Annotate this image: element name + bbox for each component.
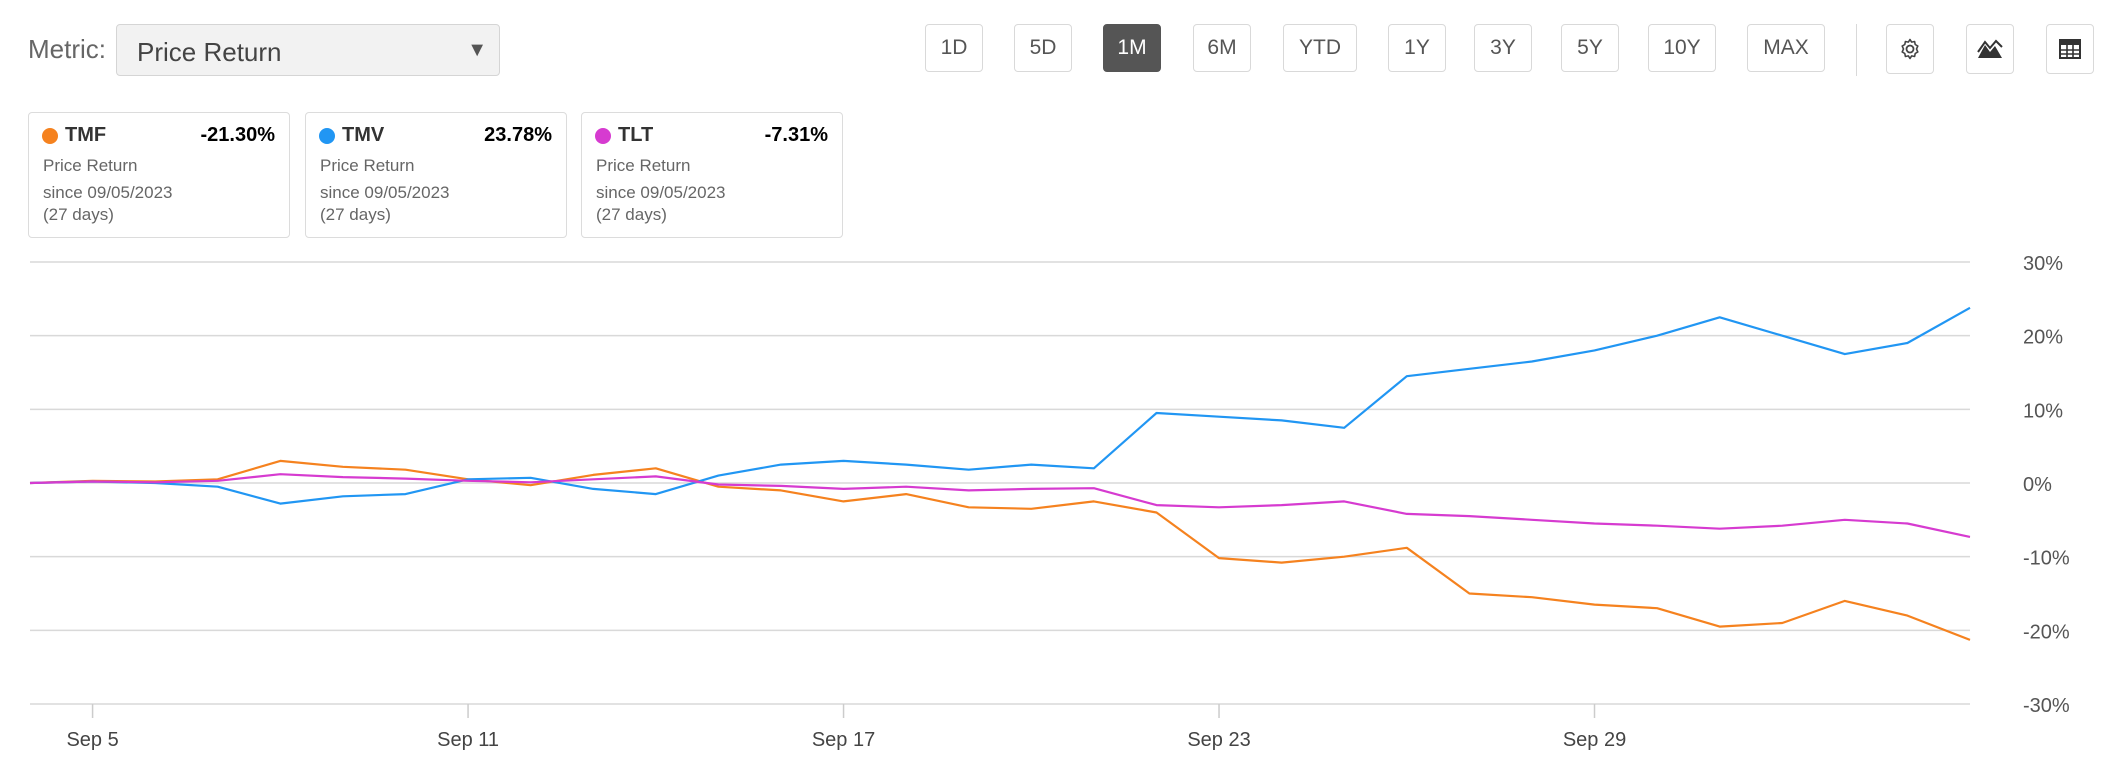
x-tick-label: Sep 5 bbox=[66, 729, 118, 751]
chart-type-button[interactable] bbox=[1966, 24, 2014, 74]
range-button-10y[interactable]: 10Y bbox=[1648, 24, 1716, 72]
range-button-max[interactable]: MAX bbox=[1747, 24, 1825, 72]
y-tick-label: -20% bbox=[2023, 621, 2070, 643]
y-tick-label: -30% bbox=[2023, 695, 2070, 717]
card-change: -21.30% bbox=[200, 124, 276, 146]
gear-icon bbox=[1901, 38, 1919, 60]
range-button-5y[interactable]: 5Y bbox=[1561, 24, 1619, 72]
x-tick-label: Sep 29 bbox=[1563, 729, 1626, 751]
series-dot bbox=[42, 128, 58, 144]
card-days: (27 days) bbox=[43, 205, 114, 224]
series-line-tlt[interactable] bbox=[29, 473, 1971, 538]
range-button-1y[interactable]: 1Y bbox=[1388, 24, 1446, 72]
legend-card-tmv[interactable]: TMV 23.78% Price Return since 09/05/2023… bbox=[305, 112, 567, 238]
card-metric: Price Return bbox=[43, 156, 138, 175]
card-change: 23.78% bbox=[484, 124, 552, 146]
range-button-3y[interactable]: 3Y bbox=[1474, 24, 1532, 72]
settings-button[interactable] bbox=[1886, 24, 1934, 74]
card-ticker: TMF bbox=[65, 124, 107, 146]
range-button-1m[interactable]: 1M bbox=[1103, 24, 1161, 72]
range-button-6m[interactable]: 6M bbox=[1193, 24, 1251, 72]
x-tick-label: Sep 17 bbox=[812, 729, 875, 751]
y-tick-label: -10% bbox=[2023, 548, 2070, 570]
card-change: -7.31% bbox=[764, 124, 828, 146]
metric-select[interactable]: Price Return ▼ bbox=[116, 24, 500, 76]
series-line-tmv[interactable] bbox=[29, 306, 1971, 505]
y-tick-label: 20% bbox=[2023, 327, 2063, 349]
metric-select-value: Price Return bbox=[137, 37, 282, 67]
card-since: since 09/05/2023 bbox=[596, 183, 726, 202]
x-tick-label: Sep 23 bbox=[1187, 729, 1250, 751]
x-tick-label: Sep 11 bbox=[437, 729, 499, 751]
series-line-tmf[interactable] bbox=[29, 459, 1971, 641]
series-dot bbox=[319, 128, 335, 144]
card-ticker: TLT bbox=[618, 124, 654, 146]
card-since: since 09/05/2023 bbox=[320, 183, 450, 202]
card-metric: Price Return bbox=[320, 156, 415, 175]
price-return-chart[interactable]: 30% 20% 10% 0% -10% -20% -30% Sep 5 Sep 11 Sep 17… bbox=[0, 240, 2116, 774]
range-button-1d[interactable]: 1D bbox=[925, 24, 983, 72]
y-tick-label: 30% bbox=[2023, 253, 2063, 275]
range-button-ytd[interactable]: YTD bbox=[1283, 24, 1357, 72]
card-metric: Price Return bbox=[596, 156, 691, 175]
mountain-chart-icon bbox=[1977, 39, 2003, 58]
card-days: (27 days) bbox=[320, 205, 391, 224]
y-tick-label: 10% bbox=[2023, 400, 2063, 422]
chevron-down-icon: ▼ bbox=[467, 39, 487, 61]
y-tick-label: 0% bbox=[2023, 474, 2052, 496]
card-ticker: TMV bbox=[342, 124, 385, 146]
table-icon bbox=[2059, 39, 2081, 59]
legend-card-tlt[interactable]: TLT -7.31% Price Return since 09/05/2023… bbox=[581, 112, 843, 238]
metric-label: Metric: bbox=[28, 34, 106, 64]
toolbar-divider bbox=[1856, 24, 1857, 76]
series-dot bbox=[595, 128, 611, 144]
card-since: since 09/05/2023 bbox=[43, 183, 173, 202]
table-view-button[interactable] bbox=[2046, 24, 2094, 74]
range-button-5d[interactable]: 5D bbox=[1014, 24, 1072, 72]
legend-card-tmf[interactable]: TMF -21.30% Price Return since 09/05/202… bbox=[28, 112, 290, 238]
card-days: (27 days) bbox=[596, 205, 667, 224]
